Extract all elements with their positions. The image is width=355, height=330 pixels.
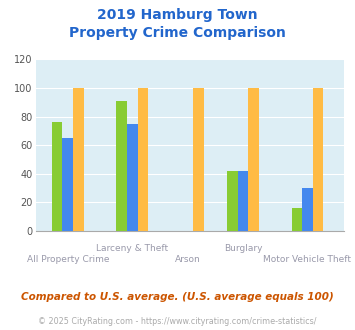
Text: Arson: Arson (175, 255, 201, 264)
Text: Motor Vehicle Theft: Motor Vehicle Theft (263, 255, 351, 264)
Text: Burglary: Burglary (224, 244, 262, 253)
Text: All Property Crime: All Property Crime (27, 255, 109, 264)
Text: Property Crime Comparison: Property Crime Comparison (69, 26, 286, 40)
Legend: Hamburg Town, New York, National: Hamburg Town, New York, National (36, 329, 344, 330)
Text: Larceny & Theft: Larceny & Theft (96, 244, 168, 253)
Bar (127, 124, 138, 231)
Bar (193, 88, 203, 231)
Bar (313, 88, 323, 231)
Bar (62, 138, 73, 231)
Text: © 2025 CityRating.com - https://www.cityrating.com/crime-statistics/: © 2025 CityRating.com - https://www.city… (38, 317, 317, 326)
Bar (52, 122, 62, 231)
Text: 2019 Hamburg Town: 2019 Hamburg Town (97, 8, 258, 22)
Bar (116, 101, 127, 231)
Bar (291, 208, 302, 231)
Bar (227, 171, 237, 231)
Bar (248, 88, 259, 231)
Bar (73, 88, 84, 231)
Bar (302, 188, 313, 231)
Bar (237, 171, 248, 231)
Text: Compared to U.S. average. (U.S. average equals 100): Compared to U.S. average. (U.S. average … (21, 292, 334, 302)
Bar (138, 88, 148, 231)
